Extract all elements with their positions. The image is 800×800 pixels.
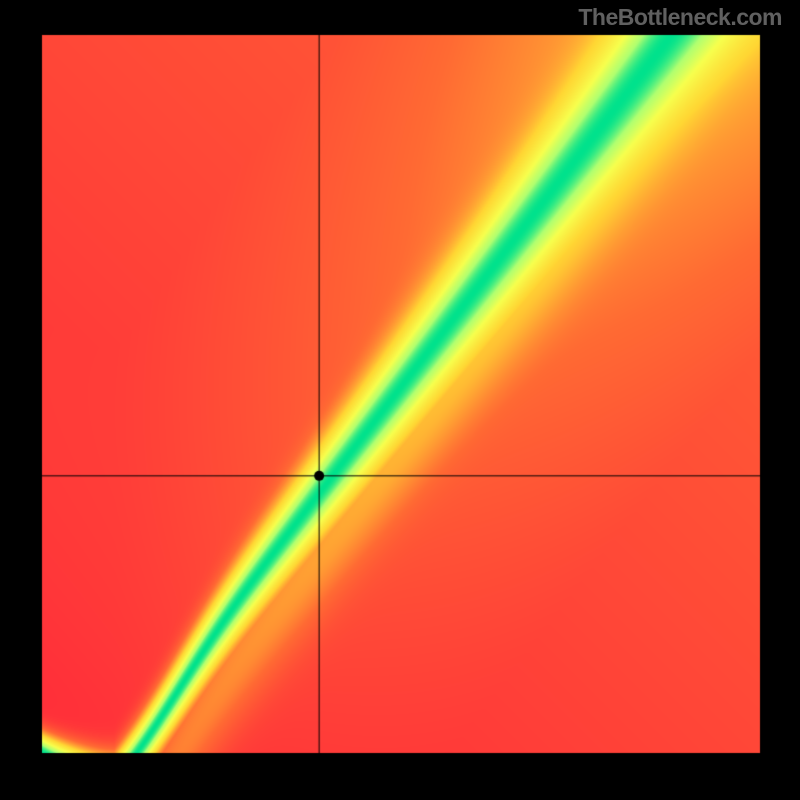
bottleneck-heatmap xyxy=(0,0,800,800)
watermark-text: TheBottleneck.com xyxy=(578,4,782,31)
